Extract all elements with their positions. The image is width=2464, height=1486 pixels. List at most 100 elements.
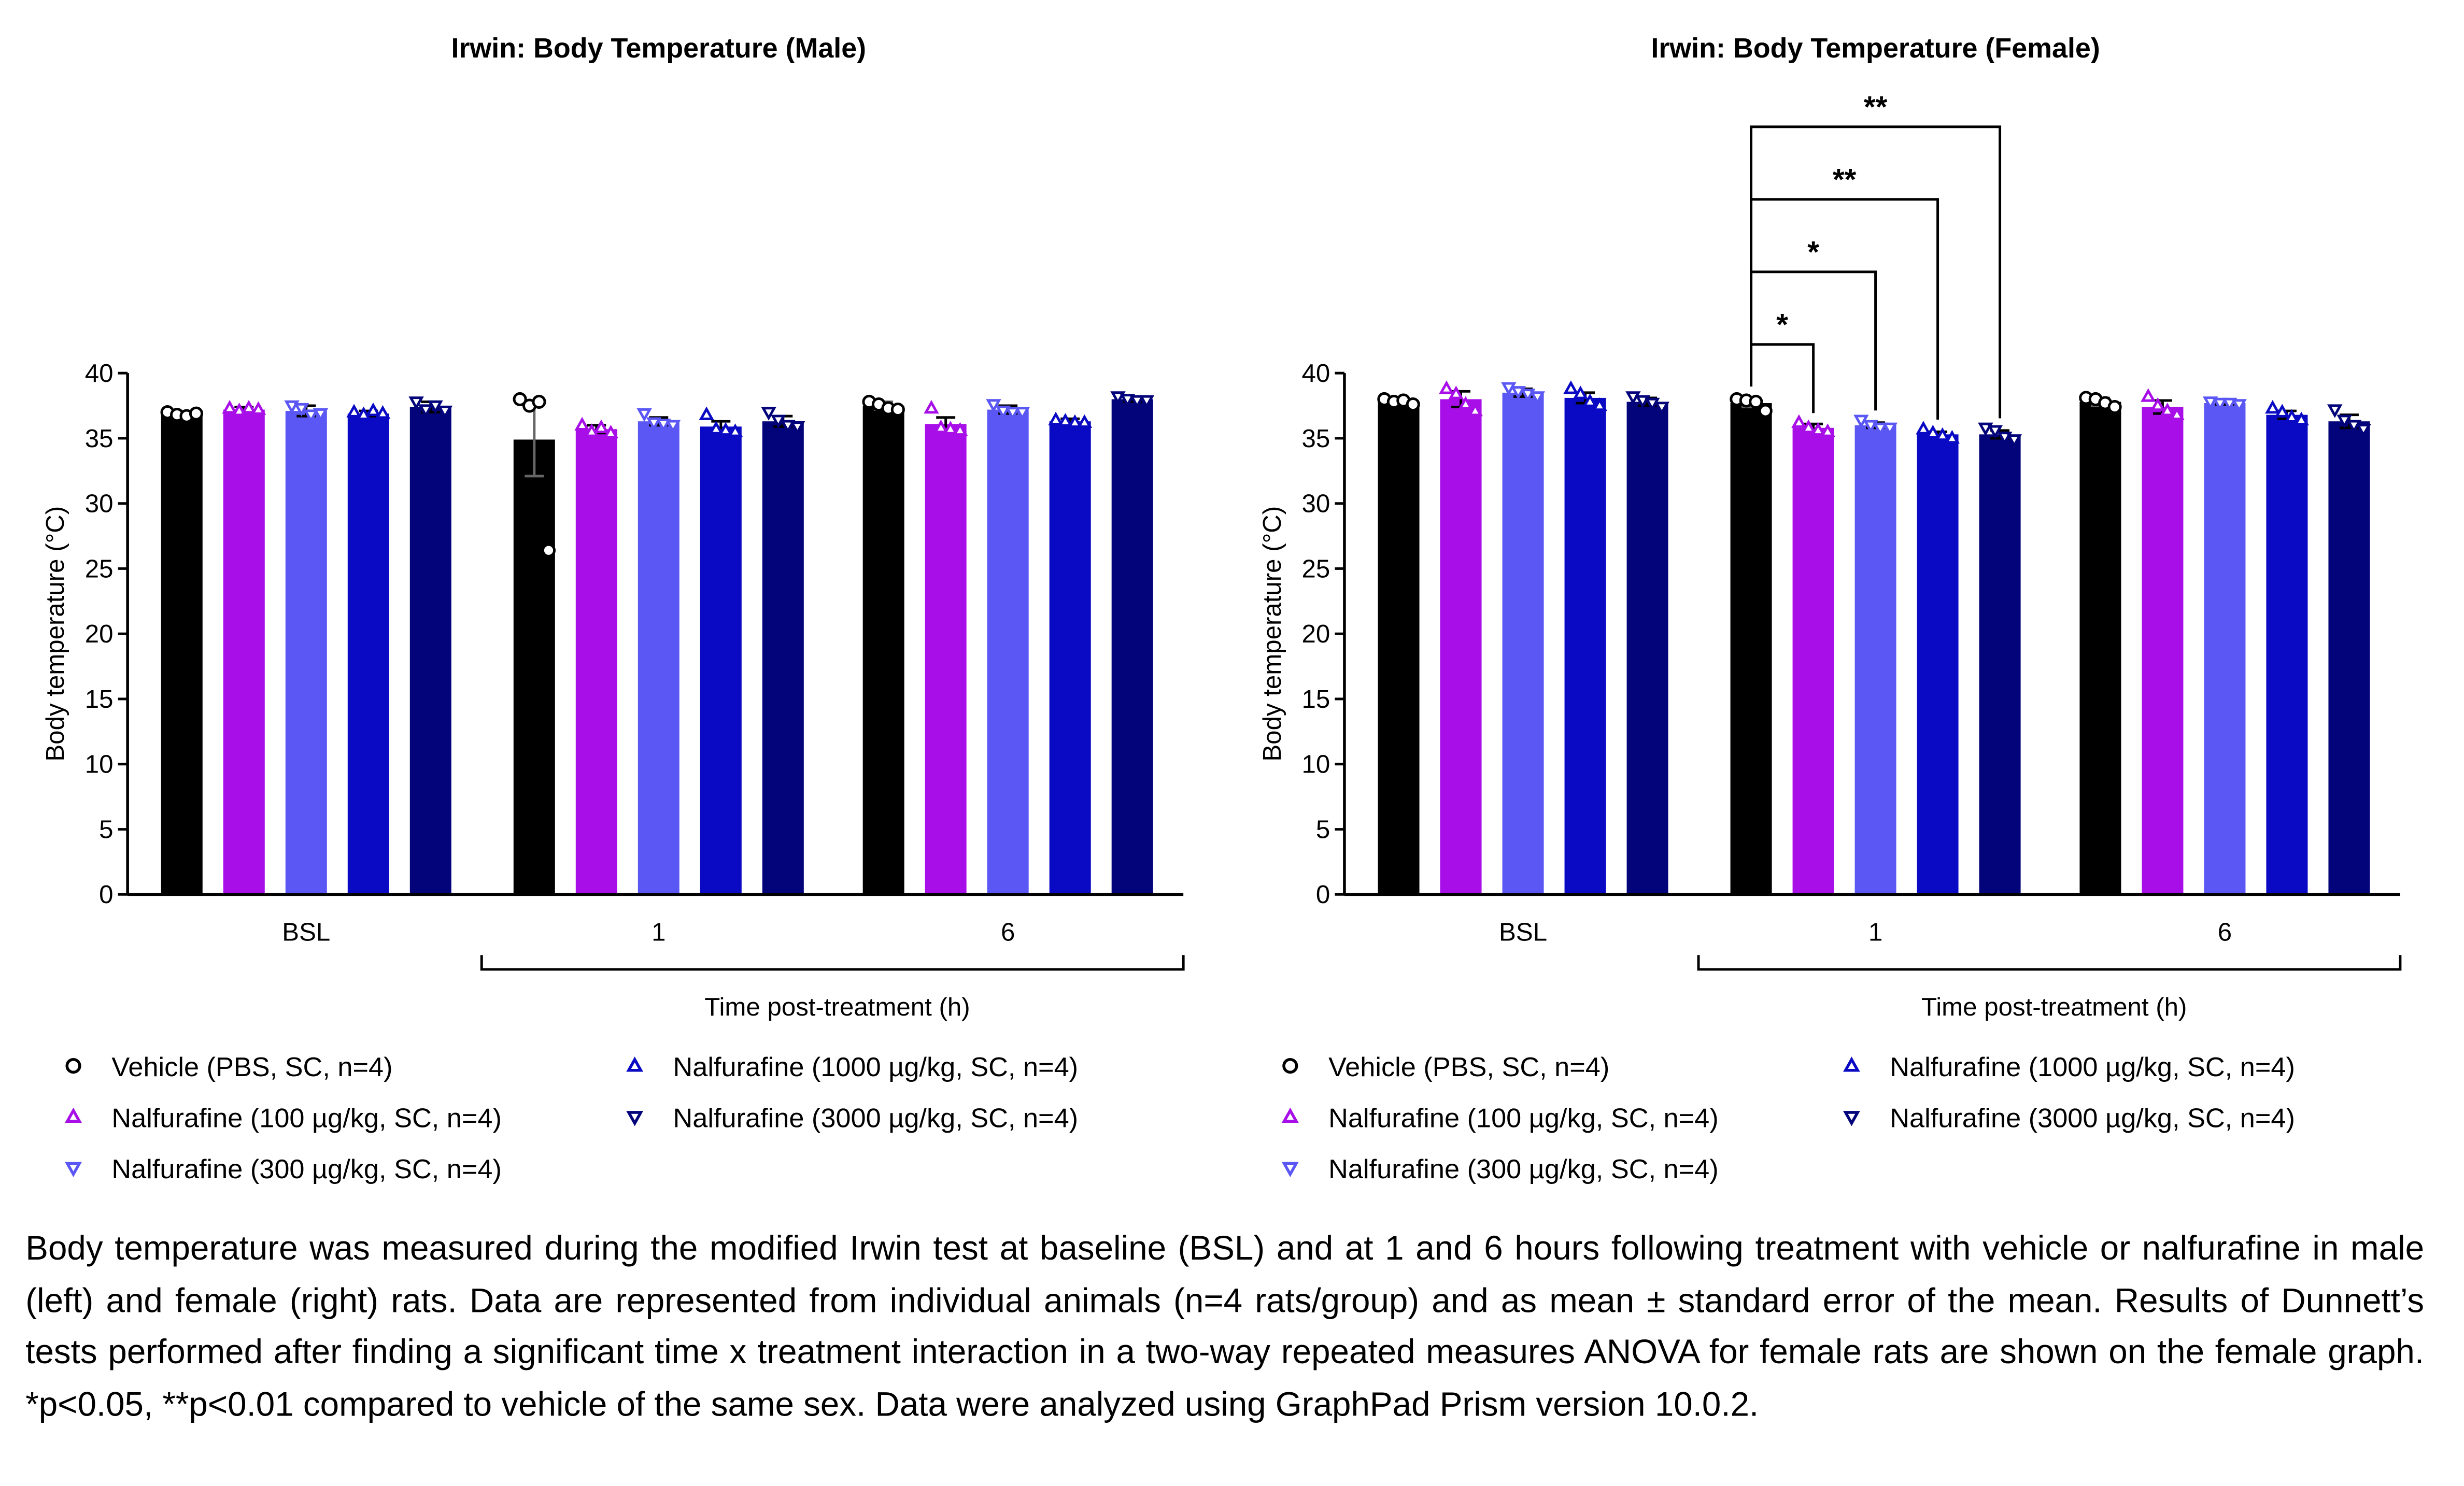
chart-title: Irwin: Body Temperature (Male): [451, 33, 867, 64]
legend-marker: [1281, 1162, 1299, 1178]
bar: [1730, 403, 1772, 895]
data-point: [603, 424, 619, 439]
data-point: [1582, 393, 1598, 407]
y-axis-label: Body temperature (°C): [41, 506, 69, 762]
x-tick-label: BSL: [282, 918, 330, 947]
data-point: [1573, 385, 1589, 399]
legend-marker: [1282, 1058, 1298, 1074]
data-point: [708, 421, 724, 435]
group-bracket: [1697, 955, 2402, 971]
significance-label: *: [1807, 235, 1819, 269]
data-point: [313, 408, 329, 422]
x-tick-label: 1: [652, 918, 665, 947]
data-point: [418, 404, 434, 418]
bar: [2328, 421, 2370, 895]
y-tick-label: 35: [1301, 424, 1330, 453]
data-point: [656, 419, 671, 433]
data-point: [1139, 395, 1155, 409]
chart-title: Irwin: Body Temperature (Female): [1651, 33, 2100, 64]
data-point: [890, 403, 905, 417]
data-point: [1987, 425, 2003, 439]
y-tick-label: 40: [85, 359, 114, 388]
data-point: [1758, 404, 1773, 418]
data-point: [189, 406, 204, 421]
caption-box: Body temperature was measured during the…: [25, 1229, 2424, 1423]
y-tick-label: 30: [85, 490, 114, 518]
bar: [1854, 425, 1896, 895]
data-point: [1925, 424, 1941, 439]
bar: [1111, 399, 1153, 895]
y-tick-label: 10: [1301, 750, 1330, 779]
data-point: [1067, 414, 1083, 428]
bar: [1440, 399, 1482, 895]
bar: [1979, 434, 2021, 895]
legend-label: Nalfurafine (3000 µg/kg, SC, n=4): [673, 1104, 1079, 1134]
y-tick-label: 40: [1301, 359, 1330, 388]
data-point: [1625, 391, 1641, 405]
data-point: [1801, 419, 1817, 433]
data-point: [2006, 434, 2022, 448]
bar: [2079, 402, 2121, 895]
bar: [1917, 434, 1959, 895]
bar: [925, 424, 967, 895]
bar: [409, 407, 451, 895]
data-point: [1448, 385, 1464, 399]
data-point: [2212, 397, 2228, 412]
bar: [1564, 397, 1606, 895]
legend-marker: [65, 1107, 82, 1123]
data-point: [241, 399, 257, 414]
data-point: [986, 399, 1001, 413]
data-point: [1563, 380, 1579, 394]
data-point: [1120, 394, 1136, 408]
data-point: [293, 403, 309, 417]
legend-marker: [1281, 1107, 1299, 1123]
y-tick-label: 25: [85, 554, 114, 583]
data-point: [952, 422, 968, 436]
data-point: [375, 405, 391, 419]
significance-label: *: [1776, 308, 1788, 341]
data-point: [1129, 395, 1145, 409]
x-tick-label: 6: [2218, 918, 2232, 947]
data-point: [1592, 397, 1607, 411]
data-point: [2141, 388, 2156, 402]
data-point: [1944, 430, 1960, 444]
y-tick-label: 0: [1316, 880, 1330, 909]
data-point: [943, 421, 958, 435]
data-point: [408, 396, 424, 410]
legend-marker: [65, 1058, 81, 1074]
data-point: [761, 407, 776, 421]
data-point: [303, 409, 319, 423]
group-bracket: [480, 955, 1185, 971]
legend-label: Vehicle (PBS, SC, n=4): [111, 1052, 392, 1082]
data-point: [718, 422, 733, 436]
data-point: [2356, 424, 2371, 438]
bar: [2142, 407, 2184, 895]
data-point: [1645, 397, 1660, 412]
data-point: [250, 401, 266, 415]
bar: [161, 415, 203, 895]
data-point: [1439, 380, 1454, 394]
data-point: [1916, 421, 1931, 435]
data-point: [2203, 396, 2218, 410]
legend-label: Nalfurafine (100 µg/kg, SC, n=4): [1328, 1104, 1719, 1134]
y-tick-label: 0: [99, 880, 113, 909]
x-axis-label: Time post-treatment (h): [704, 993, 970, 1021]
bar: [513, 439, 555, 895]
legend-label: Nalfurafine (300 µg/kg, SC, n=4): [111, 1154, 502, 1184]
data-point: [541, 543, 556, 558]
data-point: [1014, 407, 1030, 421]
data-point: [2107, 400, 2122, 414]
bar: [347, 413, 389, 895]
bar: [2266, 415, 2308, 895]
x-tick-label: BSL: [1499, 918, 1547, 947]
y-tick-label: 15: [85, 685, 114, 713]
legend-marker: [626, 1056, 644, 1072]
legend-marker: [1843, 1111, 1860, 1126]
data-point: [1882, 422, 1897, 436]
data-point: [1501, 382, 1517, 396]
data-point: [1467, 402, 1483, 417]
legend-label: Nalfurafine (1000 µg/kg, SC, n=4): [1890, 1052, 2295, 1082]
data-point: [1458, 396, 1474, 410]
